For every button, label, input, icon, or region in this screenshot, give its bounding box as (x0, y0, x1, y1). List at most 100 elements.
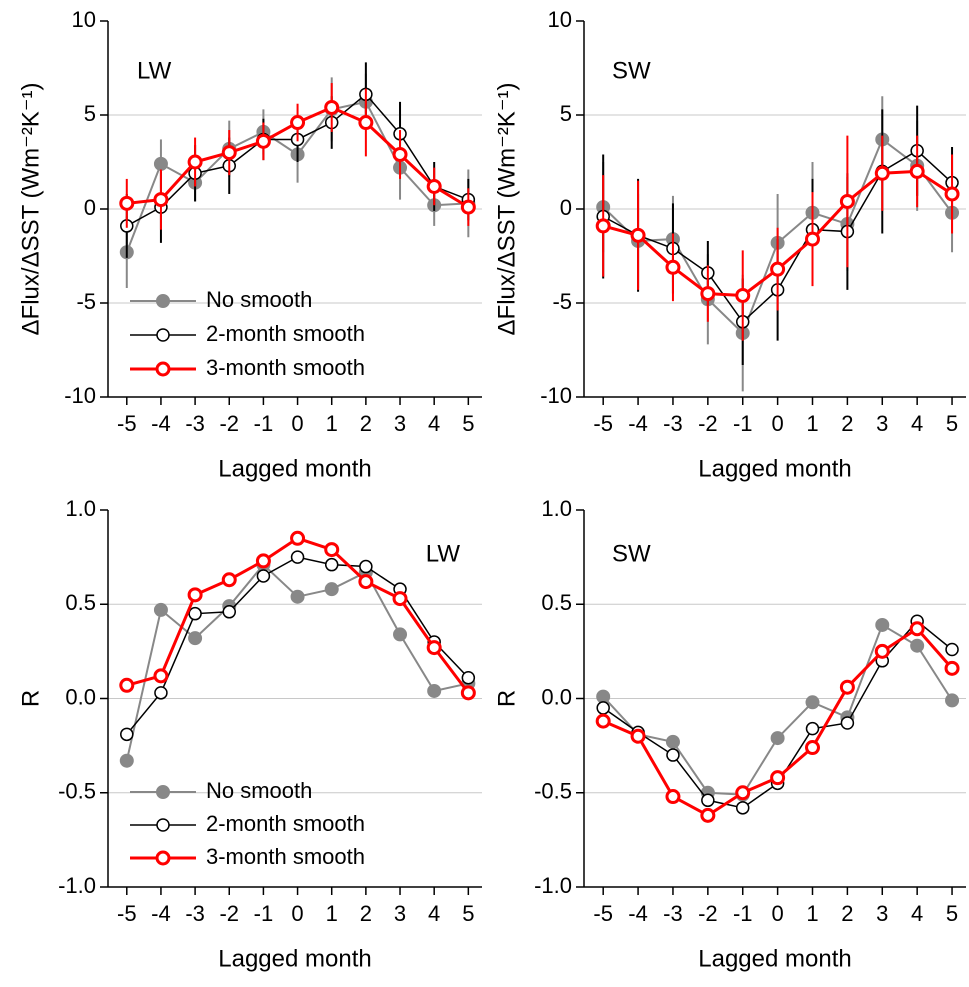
y-tick-label: 10 (72, 7, 96, 32)
point (392, 591, 408, 607)
x-tick-label: -2 (219, 901, 239, 926)
y-tick-label: 0 (560, 195, 572, 220)
point (222, 605, 237, 619)
x-tick-label: 5 (462, 411, 474, 436)
x-tick-label: -5 (117, 901, 137, 926)
y-tick-label: 5 (560, 101, 572, 126)
point (805, 231, 821, 247)
point (770, 261, 786, 277)
point (188, 631, 203, 646)
x-tick-label: 1 (326, 901, 338, 926)
y-tick-label: -0.5 (58, 779, 96, 804)
point (188, 606, 202, 621)
point (221, 145, 237, 161)
point (154, 686, 168, 700)
x-tick-label: 4 (428, 901, 440, 926)
point (805, 721, 820, 736)
x-tick-label: -5 (593, 411, 613, 436)
point (153, 602, 168, 617)
x-tick-label: -3 (663, 901, 683, 926)
y-tick-label: -10 (64, 383, 96, 408)
point (324, 582, 339, 597)
legend-marker (155, 361, 171, 377)
point (358, 115, 374, 131)
y-tick-label: -0.5 (534, 779, 572, 804)
point (595, 713, 611, 729)
point (427, 683, 442, 698)
x-tick-label: 3 (876, 901, 888, 926)
point (460, 685, 476, 701)
y-tick-label: 0.5 (541, 590, 572, 615)
x-tick-label: 0 (291, 901, 303, 926)
panel-label: LW (137, 57, 172, 84)
point (324, 557, 339, 572)
point (665, 789, 681, 805)
point (290, 550, 305, 564)
x-tick-label: -5 (117, 411, 137, 436)
x-axis-title: Lagged month (218, 455, 371, 482)
point (839, 679, 855, 695)
point (187, 587, 203, 603)
point (701, 793, 715, 808)
legend-label: 3-month smooth (206, 355, 365, 380)
point (461, 671, 476, 685)
x-tick-label: 0 (771, 901, 783, 926)
x-tick-label: -2 (698, 411, 718, 436)
legend-marker (156, 818, 170, 832)
y-tick-label: -5 (552, 289, 572, 314)
point (426, 178, 442, 194)
x-tick-label: -1 (254, 901, 274, 926)
x-tick-label: -5 (593, 901, 613, 926)
point (324, 99, 340, 115)
x-tick-label: -1 (733, 411, 753, 436)
point (666, 748, 680, 762)
point (910, 638, 925, 653)
y-tick-label: 0.0 (541, 684, 572, 709)
x-tick-label: 3 (876, 411, 888, 436)
x-tick-label: 4 (911, 901, 923, 926)
point (909, 163, 925, 179)
x-tick-label: 4 (428, 411, 440, 436)
panel: -1.0 -0.5 0.0 0.5 1.0 -5 -4 -3 -2 -1 0 1 2 3 4 5 Lagged … (493, 496, 966, 972)
x-tick-label: 5 (946, 901, 958, 926)
legend-marker (156, 294, 170, 308)
point (460, 199, 476, 215)
point (358, 574, 374, 590)
x-tick-label: -3 (185, 901, 205, 926)
point (665, 259, 681, 275)
y-tick-label: 0.5 (65, 590, 96, 615)
point (805, 740, 821, 756)
legend-label: 3-month smooth (206, 844, 365, 869)
point (770, 731, 785, 746)
point (119, 677, 135, 693)
point (735, 287, 751, 303)
point (290, 115, 306, 131)
x-axis-title: Lagged month (218, 945, 371, 972)
x-tick-label: -3 (185, 411, 205, 436)
x-tick-label: 3 (394, 411, 406, 436)
x-tick-label: 1 (326, 411, 338, 436)
legend-marker (156, 328, 170, 342)
point (770, 770, 786, 786)
point (874, 165, 890, 181)
y-tick-label: 0.0 (65, 684, 96, 709)
point (426, 640, 442, 656)
y-tick-label: 0 (84, 195, 96, 220)
x-tick-label: -2 (219, 411, 239, 436)
x-tick-label: 1 (806, 411, 818, 436)
x-tick-label: -1 (733, 901, 753, 926)
y-axis-title: ΔFlux/ΔSST (Wm⁻²K⁻¹) (17, 83, 44, 336)
point (875, 617, 890, 632)
panel-label: LW (426, 540, 461, 567)
y-tick-label: -10 (540, 383, 572, 408)
point (665, 734, 680, 749)
x-tick-label: 4 (911, 411, 923, 436)
point (256, 569, 271, 583)
point (874, 643, 890, 659)
point (255, 553, 271, 569)
point (945, 642, 959, 657)
x-tick-label: -1 (254, 411, 274, 436)
x-axis-title: Lagged month (698, 945, 851, 972)
x-axis-title: Lagged month (698, 455, 851, 482)
